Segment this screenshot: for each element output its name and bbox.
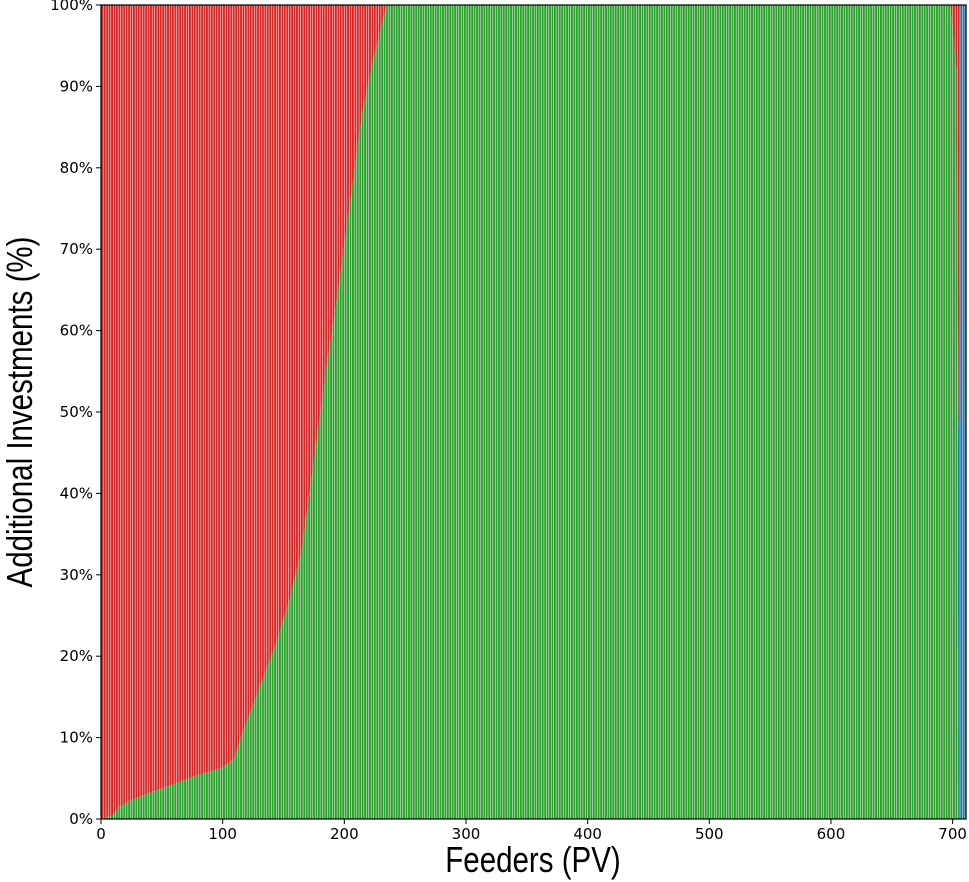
y-axis-ticks: 0% 10% 20% 30% 40% 50% 60% 70% 80% 90% 100% [50,0,101,828]
x-tick-label: 200 [330,825,359,843]
green-share-bars [101,5,966,819]
x-tick-label: 600 [817,825,846,843]
red-share-bars [101,5,966,819]
x-tick-label: 700 [938,825,967,843]
y-tick-label: 40% [60,484,93,502]
x-tick-label: 0 [96,825,106,843]
y-axis-title: Additional Investments (%) [0,237,40,588]
feeder-bars [101,5,966,819]
y-tick-label: 10% [60,729,93,747]
x-axis-ticks: 0 100 200 300 400 500 600 700 [96,819,967,843]
x-tick-label: 400 [573,825,602,843]
y-tick-label: 20% [60,647,93,665]
x-tick-label: 300 [452,825,481,843]
bar-gaps [100,5,966,819]
x-tick-label: 100 [208,825,237,843]
y-tick-label: 80% [60,159,93,177]
y-tick-label: 70% [60,240,93,258]
y-tick-label: 60% [60,322,93,340]
y-tick-label: 90% [60,77,93,95]
y-tick-label: 100% [50,0,93,14]
x-axis-title: Feeders (PV) [445,839,620,879]
y-tick-label: 30% [60,566,93,584]
y-tick-label: 50% [60,403,93,421]
x-tick-label: 500 [695,825,724,843]
y-tick-label: 0% [69,810,93,828]
